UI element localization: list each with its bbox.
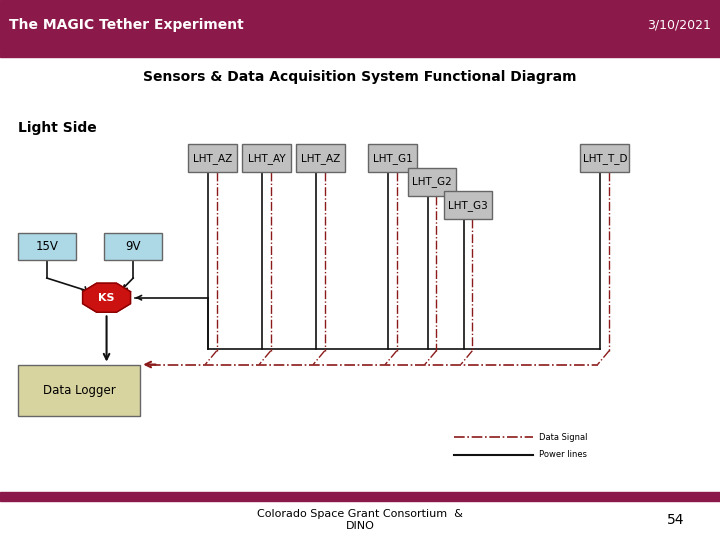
Text: LHT_T_D: LHT_T_D bbox=[582, 153, 627, 164]
FancyBboxPatch shape bbox=[18, 233, 76, 260]
Text: LHT_G2: LHT_G2 bbox=[412, 176, 452, 187]
Text: Data Logger: Data Logger bbox=[42, 383, 116, 396]
Bar bbox=[0, 498, 720, 501]
Text: Data Signal: Data Signal bbox=[539, 433, 587, 442]
FancyBboxPatch shape bbox=[580, 144, 629, 172]
Bar bbox=[0, 50, 720, 57]
Text: KS: KS bbox=[99, 293, 114, 303]
Text: Sensors & Data Acquisition System Functional Diagram: Sensors & Data Acquisition System Functi… bbox=[143, 70, 577, 84]
Text: Power lines: Power lines bbox=[539, 450, 587, 460]
Text: 3/10/2021: 3/10/2021 bbox=[647, 18, 711, 32]
FancyBboxPatch shape bbox=[408, 167, 456, 196]
Text: 15V: 15V bbox=[35, 240, 58, 253]
FancyBboxPatch shape bbox=[296, 144, 345, 172]
Text: LHT_AY: LHT_AY bbox=[248, 153, 285, 164]
Text: LHT_AZ: LHT_AZ bbox=[193, 153, 232, 164]
Polygon shape bbox=[83, 283, 130, 312]
Text: Light Side: Light Side bbox=[18, 121, 96, 135]
Text: LHT_G1: LHT_G1 bbox=[372, 153, 413, 164]
FancyBboxPatch shape bbox=[18, 364, 140, 416]
Text: The MAGIC Tether Experiment: The MAGIC Tether Experiment bbox=[9, 18, 243, 32]
Text: 54: 54 bbox=[667, 513, 684, 527]
Text: Colorado Space Grant Consortium  &
DINO: Colorado Space Grant Consortium & DINO bbox=[257, 509, 463, 531]
FancyBboxPatch shape bbox=[104, 233, 162, 260]
Text: LHT_AZ: LHT_AZ bbox=[301, 153, 340, 164]
FancyBboxPatch shape bbox=[368, 144, 417, 172]
FancyBboxPatch shape bbox=[444, 191, 492, 219]
Text: LHT_G3: LHT_G3 bbox=[448, 200, 488, 211]
Text: 9V: 9V bbox=[125, 240, 141, 253]
FancyBboxPatch shape bbox=[188, 144, 237, 172]
Bar bbox=[0, 492, 720, 498]
FancyBboxPatch shape bbox=[242, 144, 291, 172]
